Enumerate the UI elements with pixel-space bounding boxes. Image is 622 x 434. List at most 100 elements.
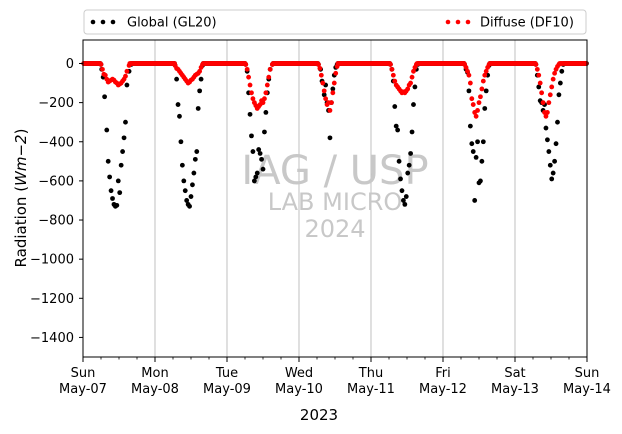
global-point bbox=[479, 159, 484, 164]
diffuse-point bbox=[469, 96, 474, 101]
global-point bbox=[107, 175, 112, 180]
legend-label-global: Global (GL20) bbox=[127, 16, 217, 31]
global-point bbox=[255, 171, 260, 176]
global-point bbox=[179, 139, 184, 144]
diffuse-point bbox=[317, 66, 322, 71]
y-tick-label: −400 bbox=[38, 135, 74, 150]
diffuse-point bbox=[474, 114, 479, 119]
diffuse-point bbox=[549, 85, 554, 90]
y-tick-label: −1200 bbox=[30, 292, 74, 307]
global-point bbox=[249, 133, 254, 138]
global-point bbox=[110, 196, 115, 201]
global-point bbox=[193, 157, 198, 162]
global-point bbox=[116, 178, 121, 183]
legend-label-diffuse: Diffuse (DF10) bbox=[480, 16, 574, 31]
diffuse-point bbox=[100, 67, 105, 72]
global-point bbox=[125, 83, 130, 88]
global-point bbox=[467, 88, 472, 93]
diffuse-point bbox=[538, 81, 543, 86]
legend: Global (GL20) Diffuse (DF10) bbox=[84, 10, 586, 34]
diffuse-point bbox=[410, 75, 415, 80]
diffuse-point bbox=[539, 90, 544, 95]
global-point bbox=[400, 188, 405, 193]
diffuse-point bbox=[389, 67, 394, 72]
global-point bbox=[258, 151, 263, 156]
global-point bbox=[120, 149, 125, 154]
y-tick-label: 0 bbox=[66, 57, 74, 72]
global-point bbox=[551, 171, 556, 176]
diffuse-point bbox=[408, 81, 413, 86]
diffuse-point bbox=[245, 67, 250, 72]
global-point bbox=[177, 114, 182, 119]
global-point bbox=[181, 178, 186, 183]
diffuse-point bbox=[481, 79, 486, 84]
y-tick-label: −800 bbox=[38, 214, 74, 229]
y-axis-title: Radiation (Wm−2) bbox=[12, 129, 30, 268]
global-point bbox=[196, 106, 201, 111]
diffuse-point bbox=[246, 75, 251, 80]
diffuse-point bbox=[546, 100, 551, 105]
global-point bbox=[187, 204, 192, 209]
diffuse-point bbox=[263, 90, 268, 95]
diffuse-point bbox=[388, 62, 393, 67]
diffuse-point bbox=[320, 81, 325, 86]
global-point bbox=[411, 102, 416, 107]
global-point bbox=[549, 177, 554, 182]
global-point bbox=[558, 81, 563, 86]
diffuse-point bbox=[333, 71, 338, 76]
legend-marker-global bbox=[91, 20, 116, 25]
diffuse-point bbox=[323, 96, 328, 101]
diffuse-point bbox=[536, 73, 541, 78]
global-point bbox=[397, 159, 402, 164]
global-point bbox=[546, 149, 551, 154]
diffuse-point bbox=[328, 108, 333, 113]
global-point bbox=[481, 139, 486, 144]
global-point bbox=[259, 157, 264, 162]
global-point bbox=[548, 163, 553, 168]
diffuse-point bbox=[475, 108, 480, 113]
global-point bbox=[402, 202, 407, 207]
y-axis-title-unit: Wm−2 bbox=[12, 134, 30, 186]
diffuse-point bbox=[262, 96, 267, 101]
global-point bbox=[199, 77, 204, 82]
global-point bbox=[114, 203, 119, 208]
diffuse-point bbox=[551, 77, 556, 82]
diffuse-point bbox=[479, 87, 484, 92]
global-point bbox=[474, 155, 479, 160]
diffuse-point bbox=[477, 100, 482, 105]
global-point bbox=[413, 85, 418, 90]
global-point bbox=[263, 110, 268, 115]
diffuse-point bbox=[541, 100, 546, 105]
y-axis-title-main: Radiation ( bbox=[12, 186, 30, 268]
global-point bbox=[328, 135, 333, 140]
global-point bbox=[408, 151, 413, 156]
watermark-line-3: 2024 bbox=[304, 215, 365, 243]
global-point bbox=[189, 194, 194, 199]
diffuse-point bbox=[332, 81, 337, 86]
global-point bbox=[557, 92, 562, 97]
global-point bbox=[468, 124, 473, 129]
global-point bbox=[251, 149, 256, 154]
global-point bbox=[119, 163, 124, 168]
global-point bbox=[484, 88, 489, 93]
diffuse-point bbox=[478, 94, 483, 99]
x-axis-title: 2023 bbox=[300, 406, 338, 424]
global-point bbox=[392, 104, 397, 109]
global-point bbox=[472, 198, 477, 203]
global-point bbox=[407, 163, 412, 168]
diffuse-point bbox=[533, 62, 538, 67]
diffuse-point bbox=[249, 90, 254, 95]
global-point bbox=[398, 177, 403, 182]
global-point bbox=[106, 159, 111, 164]
global-point bbox=[482, 106, 487, 111]
diffuse-point bbox=[265, 83, 270, 88]
diffuse-point bbox=[391, 73, 396, 78]
diffuse-point bbox=[268, 67, 273, 72]
global-point bbox=[395, 128, 400, 133]
global-point bbox=[554, 141, 559, 146]
global-point bbox=[410, 130, 415, 135]
global-point bbox=[478, 178, 483, 183]
y-axis-title-close: ) bbox=[12, 129, 30, 135]
diffuse-point bbox=[125, 69, 130, 74]
global-point bbox=[555, 120, 560, 125]
